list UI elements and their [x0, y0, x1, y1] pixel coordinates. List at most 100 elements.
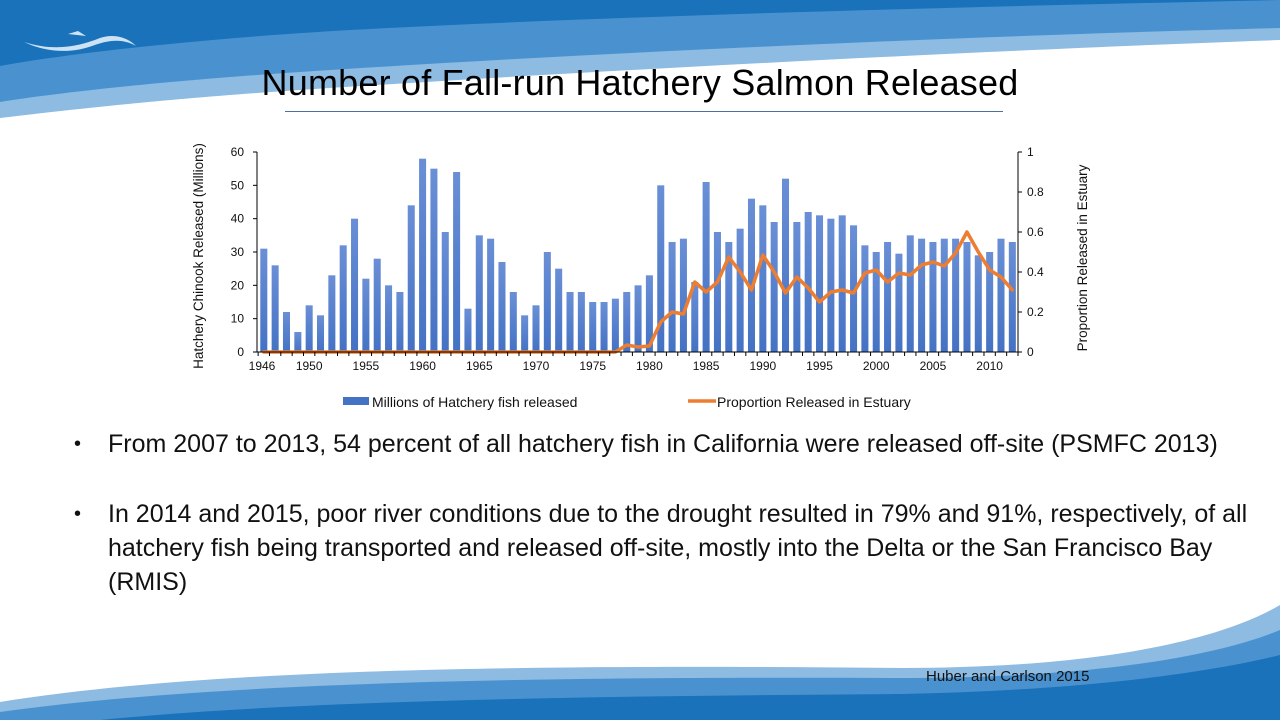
bar-1979 — [634, 285, 642, 352]
bar-1974 — [577, 292, 585, 352]
bar-2007 — [952, 238, 960, 352]
bullet-item: • From 2007 to 2013, 54 percent of all h… — [72, 427, 1252, 461]
header-wave-dark — [0, 0, 1280, 66]
y-tick-label: 10 — [231, 312, 245, 326]
y2-tick-label: 0.4 — [1027, 265, 1044, 279]
y-tick-label: 0 — [237, 345, 244, 359]
bar-2011 — [997, 238, 1005, 352]
bar-1999 — [861, 245, 869, 352]
bar-series — [260, 158, 1016, 352]
bullet-item: • In 2014 and 2015, poor river condition… — [72, 497, 1252, 599]
y-tick-label: 60 — [231, 145, 245, 159]
bar-1956 — [373, 258, 381, 352]
bar-1987 — [725, 242, 733, 352]
bar-1994 — [804, 212, 812, 352]
bar-1958 — [396, 292, 404, 352]
bar-1967 — [498, 262, 506, 352]
y2-tick-label: 0 — [1027, 345, 1034, 359]
chart-axes: 0 10 20 30 40 50 60 0 0.2 0.4 0.6 0.8 1 1946 1950 1955 1… — [231, 145, 1044, 373]
x-tick-label: 1995 — [806, 359, 833, 373]
y2-tick-label: 0.6 — [1027, 225, 1044, 239]
bar-1978 — [623, 292, 631, 352]
bar-2002 — [895, 253, 903, 352]
bullet-list: • From 2007 to 2013, 54 percent of all h… — [72, 427, 1252, 599]
x-tick-label: 1965 — [466, 359, 493, 373]
bar-1981 — [657, 185, 665, 352]
bar-1983 — [679, 238, 687, 352]
y-tick-label: 50 — [231, 178, 245, 192]
y2-tick-label: 0.8 — [1027, 185, 1044, 199]
y-axis-label: Hatchery Chinook Released (Millions) — [191, 143, 206, 369]
x-tick-label: 2005 — [920, 359, 947, 373]
bar-1946 — [260, 248, 268, 352]
bar-2003 — [906, 235, 914, 352]
x-tick-label: 1946 — [249, 359, 276, 373]
bar-1984 — [691, 282, 699, 352]
bar-1996 — [827, 218, 835, 352]
bar-1993 — [793, 222, 801, 352]
legend-bar-swatch — [343, 397, 369, 405]
bar-1952 — [328, 275, 336, 352]
bar-1980 — [645, 275, 653, 352]
bar-1962 — [441, 232, 449, 352]
bar-1986 — [713, 232, 721, 352]
bar-1995 — [816, 215, 824, 352]
bar-1959 — [407, 205, 415, 352]
x-tick-label: 2010 — [976, 359, 1003, 373]
bar-1971 — [543, 252, 551, 352]
bullet-text: In 2014 and 2015, poor river conditions … — [108, 500, 1248, 596]
bar-1957 — [385, 285, 393, 352]
y2-axis-label: Proportion Released in Estuary — [1075, 164, 1090, 351]
slide-title: Number of Fall-run Hatchery Salmon Relea… — [261, 62, 1019, 103]
bar-1989 — [747, 198, 755, 352]
fish-wave-logo-icon — [24, 31, 136, 51]
bar-1947 — [271, 265, 279, 352]
bar-1972 — [555, 268, 563, 352]
bar-1963 — [453, 172, 461, 352]
bar-1982 — [668, 242, 676, 352]
bar-1970 — [532, 305, 540, 352]
x-tick-label: 1960 — [409, 359, 436, 373]
x-tick-label: 1985 — [693, 359, 720, 373]
bullet-glyph: • — [74, 433, 82, 455]
title-underline — [285, 111, 1003, 112]
legend-line-label: Proportion Released in Estuary — [717, 394, 911, 410]
bar-1997 — [838, 215, 846, 352]
bar-1960 — [419, 158, 427, 352]
bar-1992 — [781, 178, 790, 352]
bullet-text: From 2007 to 2013, 54 percent of all hat… — [108, 430, 1218, 458]
bar-1955 — [362, 278, 370, 352]
bar-2006 — [940, 238, 948, 352]
bar-1968 — [509, 292, 517, 352]
bar-1985 — [702, 182, 710, 352]
bar-2009 — [974, 255, 982, 352]
citation: Huber and Carlson 2015 — [926, 668, 1090, 685]
bullet-glyph: • — [74, 503, 82, 525]
bar-1953 — [339, 245, 347, 352]
bar-1948 — [282, 312, 291, 352]
bar-2010 — [986, 252, 994, 352]
y2-tick-label: 0.2 — [1027, 305, 1044, 319]
bar-1950 — [305, 305, 313, 352]
x-tick-label: 1980 — [636, 359, 663, 373]
bar-2012 — [1008, 242, 1016, 352]
bar-2004 — [918, 238, 926, 352]
bar-1949 — [294, 332, 302, 352]
bar-1998 — [850, 225, 858, 352]
bar-2001 — [884, 242, 892, 352]
x-tick-label: 1950 — [296, 359, 323, 373]
bar-2000 — [872, 252, 880, 352]
x-tick-label: 1975 — [579, 359, 606, 373]
bar-1951 — [316, 315, 325, 352]
bar-1988 — [736, 228, 744, 352]
bar-1975 — [589, 302, 597, 352]
y-tick-label: 30 — [231, 245, 245, 259]
bar-1954 — [351, 218, 359, 352]
bar-1965 — [475, 235, 483, 352]
bar-1961 — [430, 168, 438, 352]
bar-1969 — [521, 315, 529, 352]
y-tick-label: 40 — [231, 212, 245, 226]
x-tick-label: 1990 — [749, 359, 776, 373]
